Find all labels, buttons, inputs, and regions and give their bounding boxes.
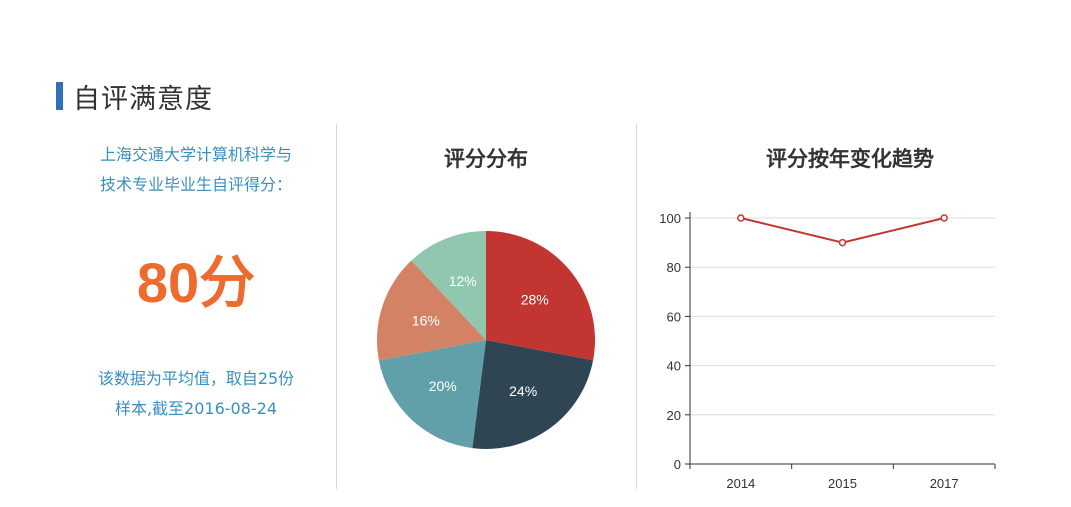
y-tick-label: 40 [667,359,681,374]
pie-slice-label-2: 20% [429,378,457,394]
y-tick-label: 60 [667,309,681,324]
x-tick-label: 2017 [930,476,959,491]
data-point [838,238,847,247]
score-note-line1: 该数据为平均值，取自25份 [97,369,295,388]
pie-slice-1 [472,340,594,449]
panel-divider-right [636,124,637,489]
pie-slice-3 [377,260,486,361]
score-note: 该数据为平均值，取自25份 样本,截至2016-08-24 [60,364,332,424]
average-score: 80分 [136,251,256,314]
y-tick-label: 0 [674,457,681,472]
yearly-trend-line-chart: 0 20 40 60 80 100 2014 2015 2017 [659,211,996,491]
section-accent-bar [56,82,63,110]
score-description: 上海交通大学计算机科学与 技术专业毕业生自评得分： [60,140,332,200]
pie-slice-label-3: 16% [412,312,440,328]
y-tick-label: 80 [667,260,681,275]
pie-slice-label-4: 12% [449,273,477,289]
score-distribution-pie-chart: 28% 24% 20% 16% 12% [377,231,595,449]
y-tick-label: 20 [667,408,681,423]
section-title: 自评满意度 [73,83,213,115]
line-chart-title: 评分按年变化趋势 [766,147,934,171]
score-description-line2: 技术专业毕业生自评得分： [99,175,292,194]
pie-chart-title: 评分分布 [444,147,528,171]
pie-slice-label-1: 24% [509,383,537,399]
y-tick-label: 100 [659,211,681,226]
score-description-line1: 上海交通大学计算机科学与 [99,145,292,164]
data-point [940,214,948,222]
pie-slice-2 [378,340,486,449]
score-note-line2: 样本,截至2016-08-24 [114,399,278,418]
x-tick-label: 2014 [726,476,755,491]
pie-slice-label-0: 28% [521,292,549,308]
data-point [737,214,745,222]
pie-slice-0 [486,231,595,361]
section-header: 自评满意度 [56,80,213,115]
score-summary-panel: 上海交通大学计算机科学与 技术专业毕业生自评得分： 80分 该数据为平均值，取自… [60,140,332,424]
x-tick-label: 2015 [828,476,857,491]
pie-slice-4 [411,231,486,340]
panel-divider-left [336,124,337,489]
